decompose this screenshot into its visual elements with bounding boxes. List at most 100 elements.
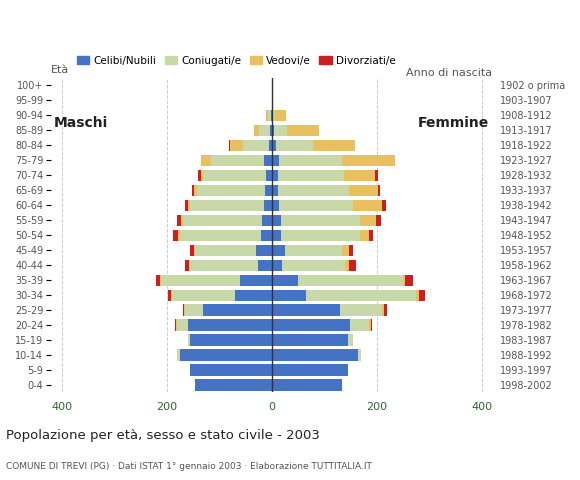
Bar (201, 155, 211, 166)
Bar (176, 320, 177, 331)
Bar (385, 304, 387, 316)
Bar (187, 200, 190, 211)
Bar (271, 140, 275, 151)
Bar (259, 260, 271, 271)
Bar (378, 185, 380, 196)
Bar (271, 95, 273, 106)
Text: Maschi: Maschi (53, 116, 108, 130)
Bar (271, 364, 347, 376)
Bar (271, 155, 280, 166)
Bar (313, 140, 354, 151)
Bar (156, 275, 160, 286)
Bar (349, 245, 353, 256)
Bar (266, 110, 268, 121)
Bar (271, 335, 347, 346)
Bar (190, 245, 194, 256)
Bar (375, 170, 378, 181)
Bar (178, 229, 180, 241)
Bar (382, 200, 386, 211)
Bar (235, 289, 271, 301)
Bar (358, 349, 361, 360)
Bar (271, 110, 273, 121)
Bar (185, 200, 187, 211)
Bar (198, 170, 201, 181)
Bar (405, 275, 414, 286)
Bar (271, 320, 350, 331)
Bar (265, 185, 271, 196)
Bar (271, 185, 278, 196)
Bar (195, 379, 271, 391)
Bar (240, 275, 271, 286)
Text: Età: Età (51, 65, 69, 75)
Bar (168, 289, 171, 301)
Bar (190, 335, 271, 346)
Bar (185, 304, 204, 316)
Bar (345, 260, 349, 271)
Bar (161, 275, 240, 286)
Bar (271, 245, 285, 256)
Bar (287, 125, 319, 136)
Bar (271, 349, 358, 360)
Bar (298, 275, 403, 286)
Bar (281, 229, 360, 241)
Bar (271, 200, 280, 211)
Text: COMUNE DI TREVI (PG) · Dati ISTAT 1° gennaio 2003 · Elaborazione TUTTITALIA.IT: COMUNE DI TREVI (PG) · Dati ISTAT 1° gen… (6, 462, 372, 471)
Bar (278, 170, 343, 181)
Bar (369, 320, 371, 331)
Bar (280, 200, 353, 211)
Bar (183, 215, 262, 226)
Bar (347, 335, 353, 346)
Bar (190, 200, 264, 211)
Bar (256, 245, 271, 256)
Bar (194, 185, 197, 196)
Bar (192, 185, 194, 196)
Bar (176, 215, 181, 226)
Bar (271, 125, 274, 136)
Bar (281, 215, 360, 226)
Bar (340, 304, 382, 316)
Bar (264, 200, 271, 211)
Bar (194, 245, 195, 256)
Bar (285, 245, 342, 256)
Bar (342, 155, 395, 166)
Bar (270, 110, 271, 121)
Bar (271, 215, 281, 226)
Bar (419, 289, 425, 301)
Bar (278, 185, 349, 196)
Bar (187, 320, 271, 331)
Bar (262, 215, 271, 226)
Bar (349, 260, 356, 271)
Bar (271, 275, 298, 286)
Bar (369, 229, 374, 241)
Bar (190, 260, 259, 271)
Bar (171, 289, 172, 301)
Bar (195, 245, 256, 256)
Bar (184, 304, 185, 316)
Bar (177, 320, 187, 331)
Bar (382, 304, 385, 316)
Bar (271, 229, 281, 241)
Bar (273, 110, 275, 121)
Bar (274, 125, 287, 136)
Bar (360, 229, 369, 241)
Bar (271, 289, 306, 301)
Text: Popolazione per età, sesso e stato civile - 2003: Popolazione per età, sesso e stato civil… (6, 429, 320, 442)
Bar (242, 140, 269, 151)
Bar (190, 364, 271, 376)
Bar (261, 229, 271, 241)
Bar (180, 229, 261, 241)
Bar (183, 304, 184, 316)
Bar (403, 275, 405, 286)
Bar (270, 125, 271, 136)
Bar (276, 110, 286, 121)
Bar (201, 170, 204, 181)
Bar (343, 170, 375, 181)
Text: Anno di nascita: Anno di nascita (406, 68, 492, 78)
Bar (269, 140, 271, 151)
Bar (254, 125, 259, 136)
Bar (280, 155, 342, 166)
Bar (371, 320, 372, 331)
Bar (185, 260, 189, 271)
Bar (160, 275, 161, 286)
Bar (416, 289, 419, 301)
